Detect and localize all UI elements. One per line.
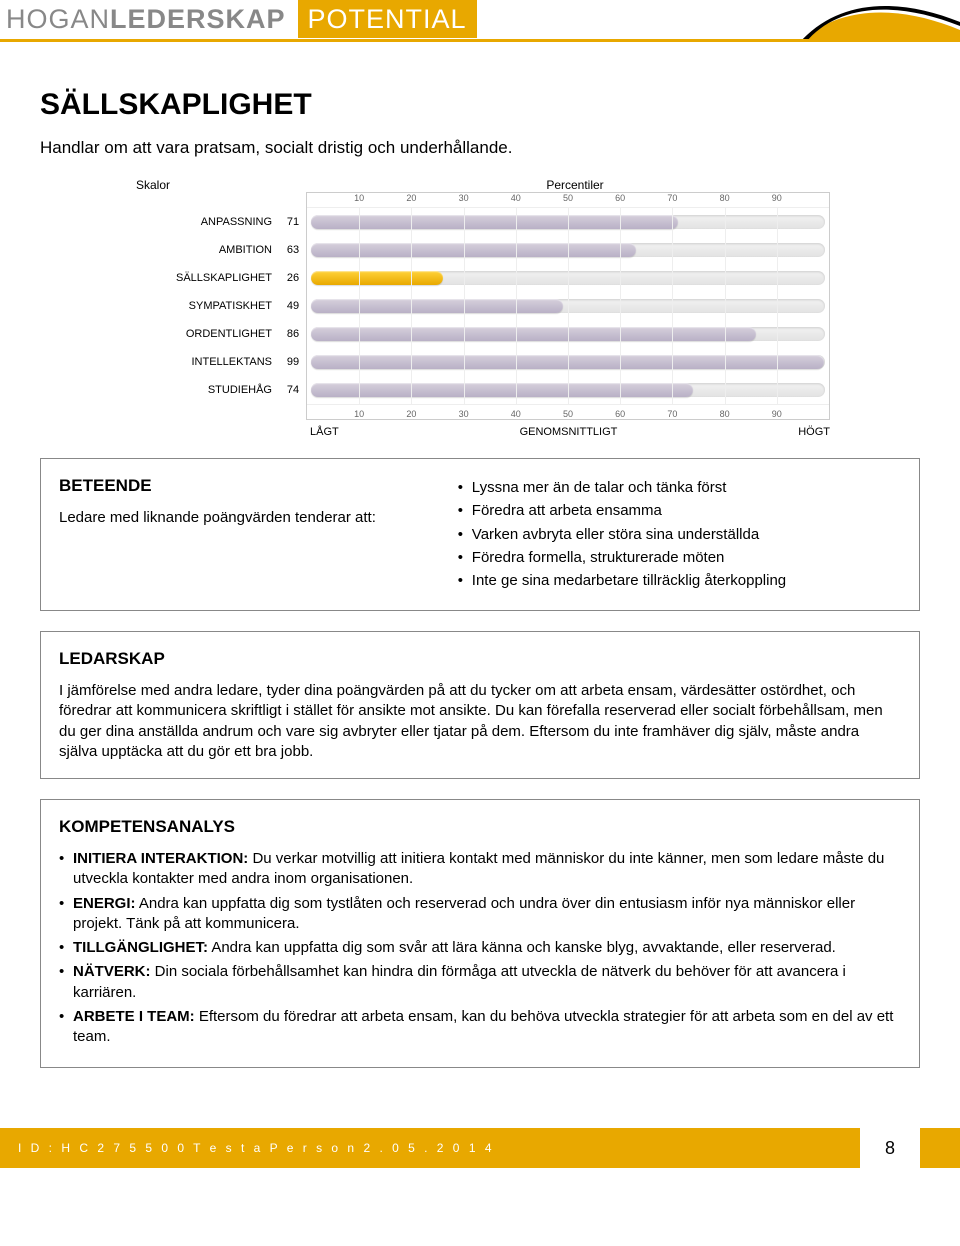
beteende-bullet: Lyssna mer än de talar och tänka först <box>456 478 901 498</box>
tick-label: 20 <box>406 193 416 203</box>
chart-row-value: 74 <box>280 376 306 404</box>
kompetens-item: INITIERA INTERAKTION: Du verkar motvilli… <box>59 849 901 890</box>
beteende-box: BETEENDE Ledare med liknande poängvärden… <box>40 458 920 611</box>
tick-label: 40 <box>511 409 521 419</box>
brand-part-2: LEDERSKAP <box>110 4 286 35</box>
tick-label: 50 <box>563 193 573 203</box>
chart-plot: 10 20 30 40 50 60 70 80 90 10 20 30 40 50 60 70 80 90 <box>306 192 830 420</box>
chart-row-labels: ANPASSNINGAMBITIONSÄLLSKAPLIGHETSYMPATIS… <box>130 192 280 420</box>
tick-label: 30 <box>459 409 469 419</box>
ledarskap-text: I jämförelse med andra ledare, tyder din… <box>59 681 901 762</box>
kompetens-item: TILLGÄNGLIGHET: Andra kan uppfatta dig s… <box>59 938 901 958</box>
brand-tag: POTENTIAL <box>298 0 477 38</box>
chart-row-value: 26 <box>280 264 306 292</box>
kompetens-item-label: ENERGI: <box>73 895 136 912</box>
tick-label: 60 <box>615 193 625 203</box>
chart-bar-fill <box>311 327 756 341</box>
chart-row-value: 71 <box>280 208 306 236</box>
chart-row-value: 99 <box>280 348 306 376</box>
kompetens-list: INITIERA INTERAKTION: Du verkar motvilli… <box>59 849 901 1047</box>
chart-row-label: STUDIEHÅG <box>130 376 280 404</box>
page-subtitle: Handlar om att vara pratsam, socialt dri… <box>40 138 920 158</box>
chart-row-value: 63 <box>280 236 306 264</box>
legend-mid: GENOMSNITTLIGT <box>520 426 618 438</box>
tick-label: 10 <box>354 193 364 203</box>
chart-bar-fill <box>311 271 443 285</box>
beteende-bullet: Varken avbryta eller störa sina understä… <box>456 525 901 545</box>
chart-bar-fill <box>311 215 678 229</box>
tick-label: 80 <box>720 193 730 203</box>
kompetens-item-text: Andra kan uppfatta dig som svår att lära… <box>208 939 836 956</box>
page-content: SÄLLSKAPLIGHET Handlar om att vara prats… <box>0 42 960 1068</box>
kompetens-box: KOMPETENSANALYS INITIERA INTERAKTION: Du… <box>40 799 920 1068</box>
kompetens-item: NÄTVERK: Din sociala förbehållsamhet kan… <box>59 962 901 1003</box>
chart-row-label: ANPASSNING <box>130 208 280 236</box>
chart-bar-fill <box>311 383 693 397</box>
kompetens-item-text: Eftersom du föredrar att arbeta ensam, k… <box>73 1008 893 1045</box>
chart-row-label: ORDENTLIGHET <box>130 320 280 348</box>
swoosh-icon <box>780 0 960 42</box>
chart-label-skalor: Skalor <box>130 178 320 192</box>
tick-label: 50 <box>563 409 573 419</box>
chart-row-label: SÄLLSKAPLIGHET <box>130 264 280 292</box>
kompetens-item-label: INITIERA INTERAKTION: <box>73 850 248 867</box>
chart-row-label: AMBITION <box>130 236 280 264</box>
chart-row-value: 86 <box>280 320 306 348</box>
tick-label: 70 <box>667 409 677 419</box>
kompetens-item-text: Andra kan uppfatta dig som tystlåten och… <box>73 895 855 932</box>
ledarskap-box: LEDARSKAP I jämförelse med andra ledare,… <box>40 631 920 779</box>
header-bar: HOGAN LEDERSKAP POTENTIAL <box>0 0 960 42</box>
beteende-bullet: Inte ge sina medarbetare tillräcklig åte… <box>456 571 901 591</box>
chart-row-value: 49 <box>280 292 306 320</box>
kompetens-item-label: NÄTVERK: <box>73 963 151 980</box>
page-title: SÄLLSKAPLIGHET <box>40 88 920 122</box>
chart-row-label: SYMPATISKHET <box>130 292 280 320</box>
legend-low: LÅGT <box>310 426 339 438</box>
legend-high: HÖGT <box>798 426 830 438</box>
kompetens-heading: KOMPETENSANALYS <box>59 816 901 839</box>
tick-label: 40 <box>511 193 521 203</box>
chart-row-label: INTELLEKTANS <box>130 348 280 376</box>
tick-label: 30 <box>459 193 469 203</box>
footer-id: I D : H C 2 7 5 5 0 0 T e s t a P e r s … <box>18 1141 495 1155</box>
beteende-lead: Ledare med liknande poängvärden tenderar… <box>59 508 396 528</box>
header-title: HOGAN LEDERSKAP POTENTIAL <box>0 0 477 38</box>
beteende-bullet: Föredra formella, strukturerade möten <box>456 548 901 568</box>
chart-bar-fill <box>311 299 563 313</box>
tick-label: 90 <box>772 409 782 419</box>
page-footer: I D : H C 2 7 5 5 0 0 T e s t a P e r s … <box>0 1128 960 1168</box>
tick-label: 20 <box>406 409 416 419</box>
beteende-bullets: Lyssna mer än de talar och tänka först Fö… <box>456 478 901 591</box>
ledarskap-heading: LEDARSKAP <box>59 648 901 671</box>
tick-label: 80 <box>720 409 730 419</box>
tick-label: 60 <box>615 409 625 419</box>
beteende-heading: BETEENDE <box>59 475 396 498</box>
beteende-bullet: Föredra att arbeta ensamma <box>456 501 901 521</box>
brand-part-1: HOGAN <box>6 4 110 35</box>
kompetens-item-text: Din sociala förbehållsamhet kan hindra d… <box>73 963 846 1000</box>
tick-label: 70 <box>667 193 677 203</box>
percentile-chart: Skalor Percentiler ANPASSNINGAMBITIONSÄL… <box>130 178 830 438</box>
chart-legend: LÅGT GENOMSNITTLIGT HÖGT <box>310 426 830 438</box>
tick-label: 10 <box>354 409 364 419</box>
kompetens-item-label: ARBETE I TEAM: <box>73 1008 195 1025</box>
chart-row-values: 71632649869974 <box>280 192 306 420</box>
chart-label-percentiler: Percentiler <box>320 178 830 192</box>
kompetens-item-label: TILLGÄNGLIGHET: <box>73 939 208 956</box>
kompetens-item: ARBETE I TEAM: Eftersom du föredrar att … <box>59 1007 901 1048</box>
tick-label: 90 <box>772 193 782 203</box>
kompetens-item: ENERGI: Andra kan uppfatta dig som tystl… <box>59 894 901 935</box>
footer-page-number: 8 <box>860 1128 920 1168</box>
